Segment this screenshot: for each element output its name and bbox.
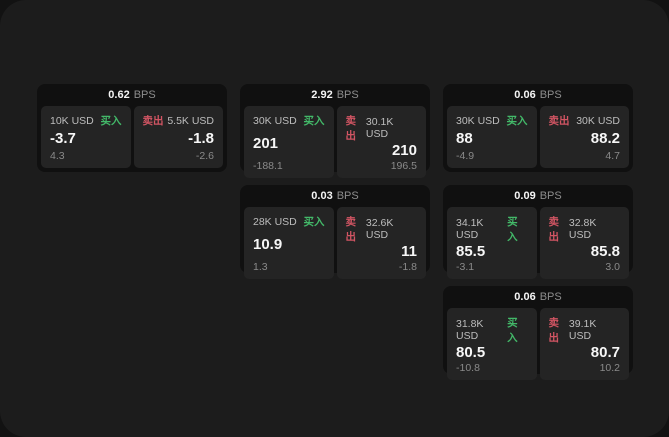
- bps-unit-label: BPS: [539, 89, 562, 101]
- quote-grid: 0.62 BPS 10K USD 买入 -3.7 4.3 卖出 5.5K USD: [37, 84, 633, 380]
- bps-unit-label: BPS: [336, 190, 359, 202]
- buy-tag: 买入: [507, 317, 518, 344]
- buy-sub-value: 4.3: [50, 150, 65, 162]
- bps-unit-label: BPS: [539, 190, 562, 202]
- buy-amount: 34.1K USD: [456, 217, 484, 241]
- sell-panel[interactable]: 卖出 30.1K USD 210 196.5: [336, 106, 426, 178]
- sell-sub-value: -1.8: [398, 260, 417, 273]
- sell-panel[interactable]: 卖出 39.1K USD 80.7 10.2: [539, 308, 629, 380]
- sell-price: 11: [401, 243, 417, 260]
- bps-unit-label: BPS: [336, 89, 359, 101]
- bps-header: 0.62 BPS: [37, 84, 227, 106]
- bps-header: 0.06 BPS: [443, 84, 633, 106]
- sell-price: -1.8: [188, 129, 214, 147]
- buy-price: 85.5: [456, 243, 486, 260]
- buy-tag: 买入: [100, 115, 122, 127]
- bps-value: 2.92: [311, 89, 333, 101]
- quote-panels: 31.8K USD 买入 80.5 -10.8 卖出 39.1K USD 80.…: [443, 308, 633, 384]
- quote-panels: 30K USD 买入 201 -188.1 卖出 30.1K USD 210 1…: [240, 106, 430, 182]
- sell-panel[interactable]: 卖出 5.5K USD -1.8 -2.6: [133, 106, 223, 168]
- quote-panels: 10K USD 买入 -3.7 4.3 卖出 5.5K USD -1.8 -2.…: [37, 106, 227, 172]
- sell-amount: 32.6K USD: [365, 217, 394, 241]
- bps-value: 0.09: [514, 190, 536, 202]
- sell-tag: 卖出: [548, 216, 560, 243]
- buy-tag: 买入: [303, 216, 325, 228]
- buy-amount: 28K USD: [253, 215, 297, 228]
- sell-sub-value: 4.7: [605, 150, 620, 162]
- bps-unit-label: BPS: [133, 89, 156, 101]
- buy-amount: 30K USD: [253, 114, 297, 127]
- sell-amount: 30K USD: [576, 114, 620, 127]
- sell-amount: 5.5K USD: [167, 114, 214, 127]
- bps-header: 2.92 BPS: [240, 84, 430, 106]
- buy-sub-value: -4.9: [456, 150, 475, 162]
- sell-amount: 30.1K USD: [365, 116, 394, 140]
- buy-panel[interactable]: 28K USD 买入 10.9 1.3: [244, 207, 334, 279]
- quote-panels: 28K USD 买入 10.9 1.3 卖出 32.6K USD 11 -1.8: [240, 207, 430, 283]
- buy-price: 201: [253, 134, 279, 152]
- sell-sub-value: -2.6: [195, 150, 214, 162]
- quote-card: 0.03 BPS 28K USD 买入 10.9 1.3 卖出 32.6K US…: [240, 185, 430, 279]
- quote-panels: 30K USD 买入 88 -4.9 卖出 30K USD 88.2 4.7: [443, 106, 633, 172]
- sell-sub-value: 10.2: [599, 361, 620, 374]
- sell-amount: 39.1K USD: [568, 318, 597, 342]
- buy-price: -3.7: [50, 129, 76, 147]
- quote-card: 0.06 BPS 30K USD 买入 88 -4.9 卖出 30K USD: [443, 84, 633, 172]
- buy-amount: 10K USD: [50, 114, 94, 127]
- sell-panel[interactable]: 卖出 30K USD 88.2 4.7: [539, 106, 629, 168]
- sell-tag: 卖出: [345, 216, 357, 243]
- sell-sub-value: 3.0: [605, 260, 620, 273]
- sell-price: 80.7: [590, 344, 620, 361]
- buy-amount: 30K USD: [456, 114, 500, 127]
- buy-tag: 买入: [506, 115, 528, 127]
- buy-sub-value: -10.8: [456, 361, 480, 374]
- buy-price: 88: [456, 129, 473, 147]
- buy-sub-value: -188.1: [253, 159, 283, 172]
- bps-value: 0.62: [108, 89, 130, 101]
- sell-price: 210: [391, 142, 417, 159]
- sell-tag: 卖出: [548, 317, 560, 344]
- sell-panel[interactable]: 卖出 32.6K USD 11 -1.8: [336, 207, 426, 279]
- bps-value: 0.06: [514, 89, 536, 101]
- bps-unit-label: BPS: [539, 291, 562, 303]
- sell-amount: 32.8K USD: [568, 217, 597, 241]
- sell-tag: 卖出: [548, 115, 570, 127]
- quote-panels: 34.1K USD 买入 85.5 -3.1 卖出 32.8K USD 85.8…: [443, 207, 633, 283]
- bps-header: 0.09 BPS: [443, 185, 633, 207]
- buy-tag: 买入: [303, 115, 325, 127]
- sell-tag: 卖出: [345, 115, 357, 142]
- buy-price: 10.9: [253, 235, 283, 253]
- buy-sub-value: 1.3: [253, 260, 268, 273]
- sell-tag: 卖出: [142, 115, 164, 127]
- buy-price: 80.5: [456, 344, 486, 361]
- bps-value: 0.03: [311, 190, 333, 202]
- buy-panel[interactable]: 30K USD 买入 88 -4.9: [447, 106, 537, 168]
- buy-amount: 31.8K USD: [456, 318, 484, 342]
- buy-panel[interactable]: 10K USD 买入 -3.7 4.3: [41, 106, 131, 168]
- quote-card: 0.09 BPS 34.1K USD 买入 85.5 -3.1 卖出 32.8K…: [443, 185, 633, 279]
- buy-panel[interactable]: 30K USD 买入 201 -188.1: [244, 106, 334, 178]
- buy-panel[interactable]: 31.8K USD 买入 80.5 -10.8: [447, 308, 537, 380]
- quote-card: 2.92 BPS 30K USD 买入 201 -188.1 卖出 30.1K …: [240, 84, 430, 178]
- sell-panel[interactable]: 卖出 32.8K USD 85.8 3.0: [539, 207, 629, 279]
- sell-price: 85.8: [590, 243, 620, 260]
- sell-price: 88.2: [590, 129, 620, 147]
- buy-tag: 买入: [507, 216, 518, 243]
- bps-header: 0.03 BPS: [240, 185, 430, 207]
- buy-sub-value: -3.1: [456, 260, 475, 273]
- quote-card: 0.06 BPS 31.8K USD 买入 80.5 -10.8 卖出 39.1…: [443, 286, 633, 380]
- quote-card: 0.62 BPS 10K USD 买入 -3.7 4.3 卖出 5.5K USD: [37, 84, 227, 172]
- buy-panel[interactable]: 34.1K USD 买入 85.5 -3.1: [447, 207, 537, 279]
- bps-value: 0.06: [514, 291, 536, 303]
- sell-sub-value: 196.5: [390, 159, 417, 172]
- bps-header: 0.06 BPS: [443, 286, 633, 308]
